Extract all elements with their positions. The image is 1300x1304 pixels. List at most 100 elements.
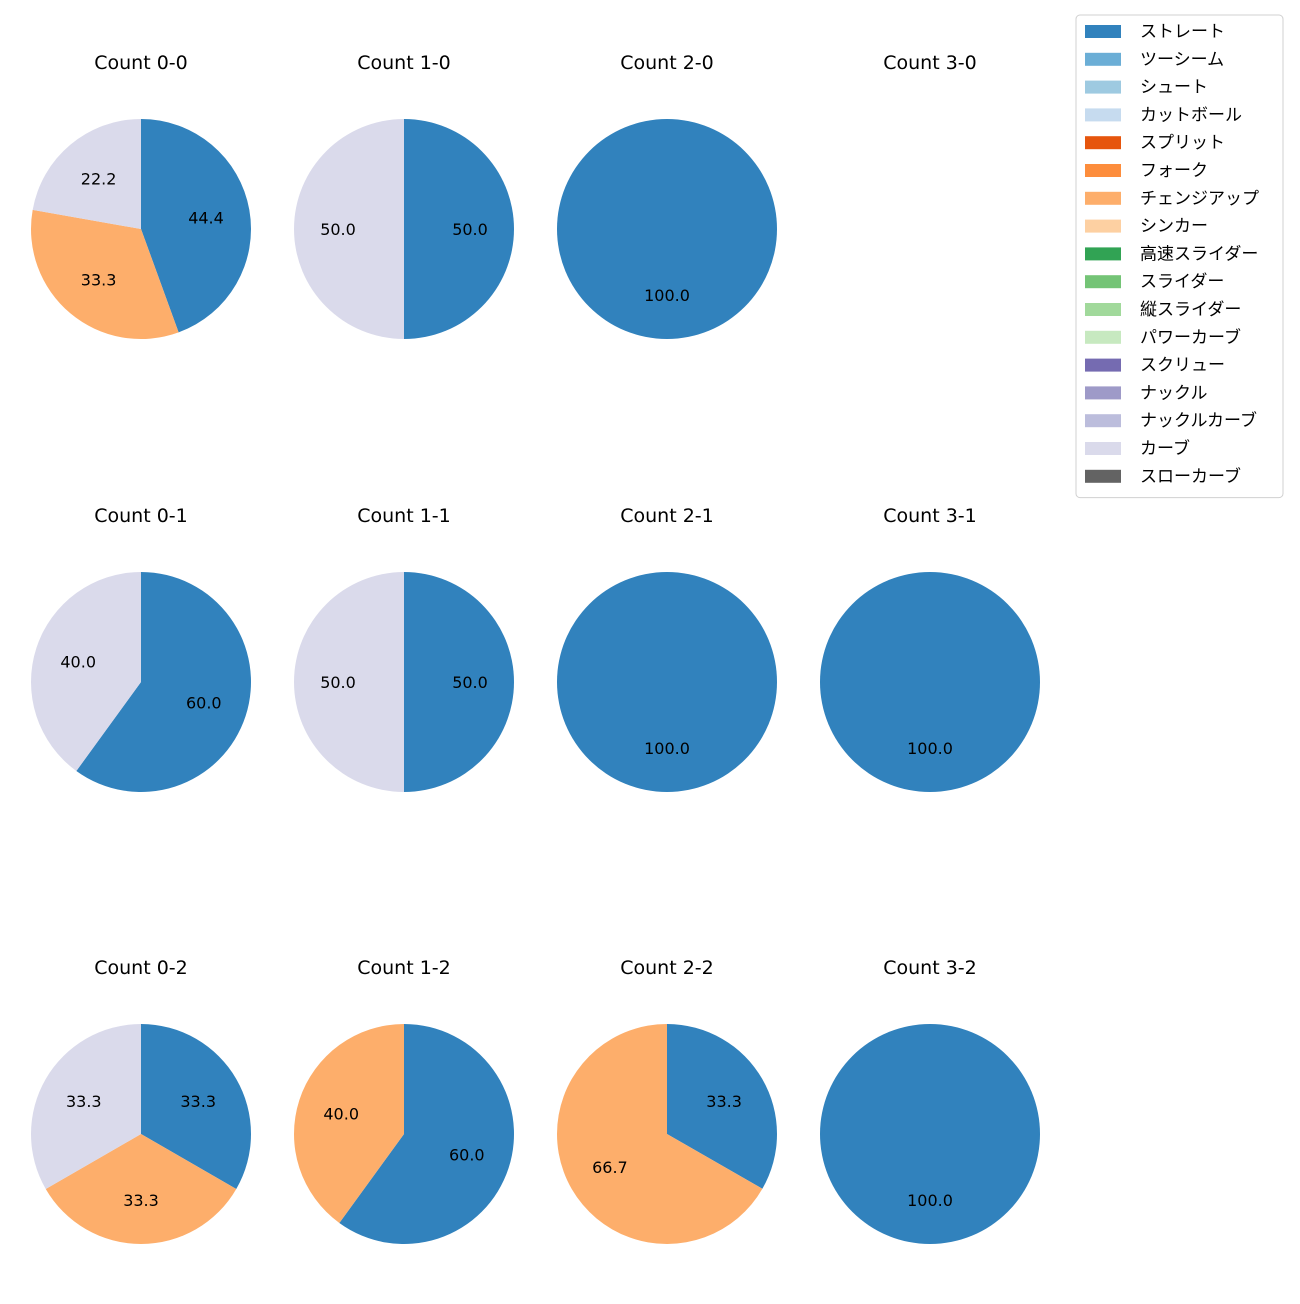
legend-label: スプリット — [1140, 133, 1225, 153]
pie-slice-label: 60.0 — [186, 693, 222, 712]
pie-count-2-0: Count 2-0 100.0 — [557, 52, 777, 339]
pie-slice — [30, 209, 179, 340]
pie-slice — [404, 572, 514, 792]
pie-slice-label: 50.0 — [452, 220, 488, 239]
legend-swatch — [1085, 191, 1121, 205]
pie-title: Count 1-0 — [357, 52, 451, 74]
legend-label: シンカー — [1140, 217, 1208, 237]
pie-title: Count 3-2 — [883, 957, 977, 979]
legend-label: ナックルカーブ — [1140, 410, 1257, 431]
pie-slice — [557, 1024, 763, 1244]
pie-slice-label: 50.0 — [320, 220, 356, 239]
legend-label: カーブ — [1140, 438, 1190, 459]
pie-count-2-2: Count 2-2 33.3 66.7 — [557, 957, 778, 1244]
pie-slice-label: 33.3 — [66, 1092, 102, 1111]
pie-title: Count 2-1 — [620, 505, 714, 527]
legend-frame — [1075, 14, 1284, 499]
pie-slice — [45, 1134, 237, 1244]
pie-slice-label: 44.4 — [188, 209, 224, 228]
pie-slice — [141, 119, 252, 333]
pie-title: Count 0-1 — [94, 505, 188, 527]
pie-slice-label: 22.2 — [81, 169, 117, 188]
legend-swatch — [1085, 247, 1121, 261]
legend-label: ナックル — [1140, 383, 1208, 403]
legend-swatch — [1085, 414, 1121, 428]
legend-label: チェンジアップ — [1140, 189, 1259, 209]
pie-slice — [32, 119, 141, 229]
legend-label: パワーカーブ — [1140, 327, 1241, 348]
legend-label: 縦スライダー — [1140, 300, 1241, 320]
legend-label: スクリュー — [1140, 356, 1225, 376]
pie-slice-label: 33.3 — [123, 1191, 159, 1210]
legend-swatch — [1085, 275, 1121, 289]
pie-slice-label: 100.0 — [644, 739, 690, 758]
legend-swatch — [1085, 442, 1121, 455]
legend-label: ツーシーム — [1140, 50, 1224, 70]
legend-label: カットボール — [1140, 105, 1242, 125]
pie-title: Count 3-1 — [883, 505, 977, 527]
pie-slice — [820, 1024, 1040, 1244]
pie-slice — [667, 1024, 778, 1189]
pie-slice-label: 33.3 — [180, 1092, 216, 1111]
pie-count-2-1: Count 2-1 100.0 — [557, 505, 777, 792]
pie-slice — [404, 119, 514, 339]
pie-slice — [30, 572, 141, 771]
pie-count-3-0: Count 3-0 — [883, 52, 977, 74]
pie-slice — [557, 119, 777, 339]
pie-count-1-1: Count 1-1 50.0 50.0 — [294, 505, 514, 792]
legend-swatch — [1085, 386, 1121, 400]
pie-count-3-1: Count 3-1 100.0 — [820, 505, 1040, 792]
pie-slice-label: 33.3 — [706, 1092, 742, 1111]
pie-slice-label: 100.0 — [907, 1191, 953, 1210]
pie-title: Count 3-0 — [883, 52, 977, 74]
pie-title: Count 0-2 — [94, 957, 188, 979]
pie-slice-label: 66.7 — [592, 1158, 628, 1177]
legend-label: スローカーブ — [1140, 466, 1241, 487]
legend-label: フォーク — [1140, 161, 1208, 181]
legend-swatch — [1085, 303, 1121, 316]
pie-slice — [294, 572, 404, 792]
pie-title: Count 1-2 — [357, 957, 451, 979]
pie-title: Count 1-1 — [357, 505, 451, 527]
pie-slice-label: 50.0 — [452, 673, 488, 692]
legend-label: シュート — [1140, 78, 1208, 98]
pie-title: Count 2-0 — [620, 52, 714, 74]
pie-title: Count 2-2 — [620, 957, 714, 979]
pie-slice-label: 40.0 — [60, 653, 96, 672]
pie-title: Count 0-0 — [94, 52, 188, 74]
legend-label: 高速スライダー — [1140, 244, 1258, 264]
pie-count-1-2: Count 1-2 60.0 40.0 — [293, 957, 514, 1244]
pie-slice-label: 50.0 — [320, 673, 356, 692]
legend-swatch — [1085, 330, 1121, 344]
legend-label: スライダー — [1140, 272, 1224, 292]
pie-slice — [339, 1024, 514, 1244]
legend-label: ストレート — [1140, 22, 1225, 42]
legend-swatch — [1085, 219, 1121, 233]
pie-count-3-2: Count 3-2 100.0 — [820, 957, 1040, 1244]
pie-slice — [141, 1024, 251, 1189]
pie-slice-label: 40.0 — [323, 1105, 359, 1124]
legend-swatch — [1085, 25, 1121, 38]
pie-slice-label: 33.3 — [81, 271, 117, 290]
legend-swatch — [1085, 469, 1121, 483]
legend-swatch — [1085, 164, 1121, 177]
legend-swatch — [1085, 358, 1121, 372]
pie-slice — [820, 572, 1040, 792]
pie-slice-label: 60.0 — [449, 1145, 485, 1164]
pie-slice — [557, 572, 777, 792]
pie-slice — [294, 119, 404, 339]
pie-slice-label: 100.0 — [644, 286, 690, 305]
pie-slice — [31, 1024, 142, 1189]
legend-swatch — [1085, 52, 1121, 66]
pie-slice-label: 100.0 — [907, 739, 953, 758]
pie-count-0-1: Count 0-1 60.0 40.0 — [30, 505, 251, 792]
pie-count-0-0: Count 0-0 44.4 33.3 22.2 — [30, 52, 252, 340]
pie-count-1-0: Count 1-0 50.0 50.0 — [294, 52, 514, 339]
legend-swatch — [1085, 80, 1121, 94]
pie-count-0-2: Count 0-2 33.3 33.3 33.3 — [31, 957, 251, 1244]
legend-swatch — [1085, 108, 1121, 122]
legend-swatch — [1085, 136, 1121, 150]
